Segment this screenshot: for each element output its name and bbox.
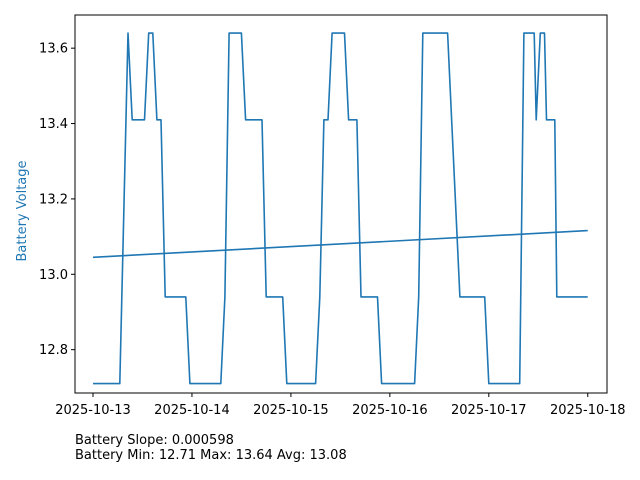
battery-slope-text: Battery Slope: 0.000598 (75, 433, 234, 448)
x-tick-label: 2025-10-15 (253, 403, 329, 418)
x-tick-label: 2025-10-13 (55, 403, 131, 418)
y-tick-label: 13.4 (39, 117, 68, 132)
y-tick-label: 13.6 (39, 42, 68, 57)
y-tick-label: 13.2 (39, 192, 68, 207)
x-axis-ticks: 2025-10-13 2025-10-14 2025-10-15 2025-10-16… (55, 393, 626, 418)
series-layer (92, 32, 588, 385)
y-tick-label: 13.0 (39, 268, 68, 283)
battery-stats-text: Battery Min: 12.71 Max: 13.64 Avg: 13.08 (75, 448, 347, 463)
battery-voltage-line (93, 32, 588, 385)
x-tick-label: 2025-10-17 (451, 403, 527, 418)
x-tick-label: 2025-10-18 (550, 403, 626, 418)
y-axis-ticks: 12.8 13.0 13.2 13.4 13.6 (39, 42, 75, 358)
y-axis-label: Battery Voltage (15, 160, 30, 261)
trend-line (92, 229, 588, 259)
x-tick-label: 2025-10-14 (154, 403, 230, 418)
y-tick-label: 12.8 (39, 343, 68, 358)
plot-frame (74, 14, 608, 394)
x-tick-label: 2025-10-16 (352, 403, 428, 418)
